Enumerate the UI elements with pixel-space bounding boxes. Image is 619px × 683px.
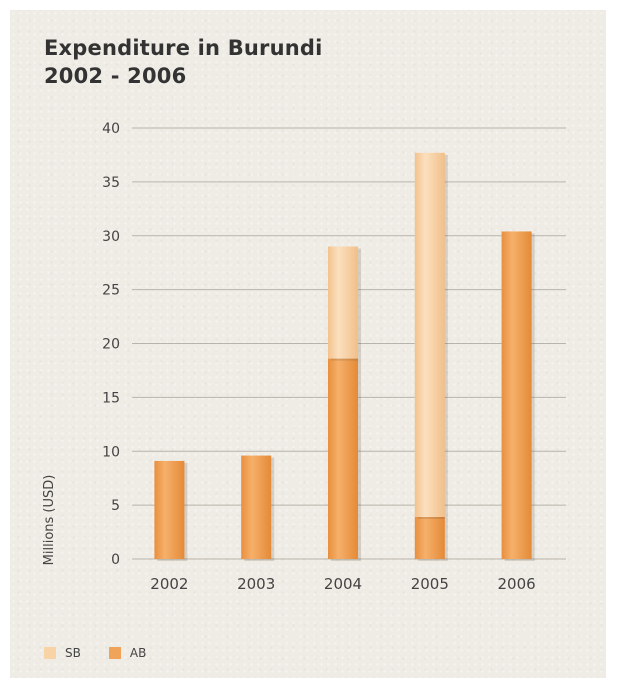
x-tick-labels: 2002 2003 2004 2005 2006 bbox=[150, 575, 535, 593]
x-tick-label: 2006 bbox=[498, 575, 536, 593]
legend: SB AB bbox=[44, 646, 146, 660]
bar-ab-2005 bbox=[414, 516, 445, 559]
legend-label-ab: AB bbox=[129, 646, 147, 660]
legend-item-sb: SB bbox=[44, 646, 81, 660]
chart-subtitle: 2002 - 2006 bbox=[44, 64, 187, 88]
bar-chart: 0 5 10 15 20 25 30 35 40 2002 2003 2004 2005 2006 Mi… bbox=[42, 121, 566, 593]
bar-ab-2006 bbox=[501, 231, 532, 559]
legend-swatch-sb bbox=[44, 647, 56, 659]
bar-ab-2003 bbox=[241, 455, 272, 559]
y-tick-label: 5 bbox=[111, 498, 120, 514]
y-tick-label: 40 bbox=[102, 121, 120, 137]
y-axis-label: Millions (USD) bbox=[42, 475, 57, 566]
x-tick-label: 2002 bbox=[150, 575, 188, 593]
bar-ab-2002 bbox=[154, 460, 185, 559]
y-tick-label: 0 bbox=[111, 552, 120, 568]
x-tick-label: 2004 bbox=[324, 575, 362, 593]
bar-sb-2004 bbox=[328, 246, 358, 359]
legend-label-sb: SB bbox=[65, 646, 81, 660]
bar-sb-2005 bbox=[414, 152, 445, 517]
bars bbox=[154, 152, 535, 561]
x-tick-label: 2005 bbox=[411, 575, 449, 593]
x-tick-label: 2003 bbox=[237, 575, 275, 593]
y-tick-label: 20 bbox=[102, 337, 120, 353]
legend-swatch-ab bbox=[108, 647, 121, 659]
y-tick-label: 15 bbox=[102, 390, 120, 406]
y-tick-labels: 0 5 10 15 20 25 30 35 40 bbox=[102, 121, 120, 568]
legend-item-ab: AB bbox=[108, 646, 147, 660]
y-tick-label: 25 bbox=[102, 283, 120, 299]
chart-title-main: Expenditure in Burundi bbox=[44, 36, 323, 60]
y-tick-label: 30 bbox=[102, 229, 120, 245]
bar-ab-2004 bbox=[328, 358, 358, 559]
y-tick-label: 10 bbox=[102, 444, 120, 460]
chart-title: Expenditure in Burundi 2002 - 2006 bbox=[44, 34, 323, 90]
y-tick-label: 35 bbox=[102, 175, 120, 191]
chart-card: Expenditure in Burundi 2002 - 2006 0 5 10 1… bbox=[10, 10, 606, 678]
